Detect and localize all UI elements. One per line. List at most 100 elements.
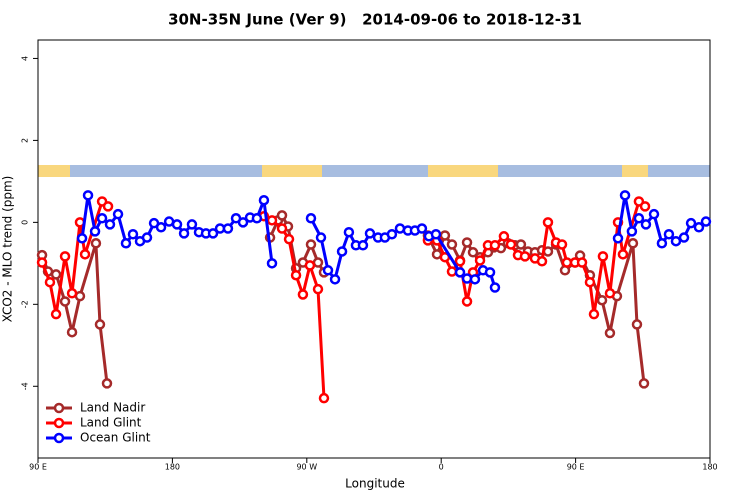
data-point	[364, 228, 376, 239]
legend-swatch-point	[53, 402, 65, 414]
data-point	[94, 319, 106, 330]
data-point	[141, 232, 153, 243]
data-point	[626, 226, 638, 237]
data-point	[556, 239, 568, 250]
x-tick-label: 90 E	[567, 463, 585, 472]
data-point	[576, 257, 588, 268]
data-point	[76, 233, 88, 244]
data-point	[461, 237, 473, 248]
data-point	[96, 213, 108, 224]
x-tick-label: 90 W	[296, 463, 317, 472]
x-axis-label: Longitude	[345, 477, 405, 491]
y-tick-label: 4	[21, 56, 30, 61]
data-point	[251, 213, 263, 224]
data-point	[178, 228, 190, 239]
data-point	[102, 201, 114, 212]
data-point	[155, 222, 167, 233]
data-point	[66, 326, 78, 338]
data-point	[315, 232, 327, 243]
data-point	[312, 283, 324, 295]
data-point	[617, 249, 629, 260]
data-point	[584, 276, 596, 288]
data-point	[329, 274, 341, 285]
data-point	[104, 219, 116, 230]
data-point	[604, 288, 616, 299]
series	[36, 196, 651, 404]
data-point	[536, 256, 548, 267]
data-point	[461, 296, 473, 307]
data-point	[266, 258, 278, 269]
data-point	[186, 219, 198, 230]
surface-strip	[38, 165, 710, 177]
data-point	[79, 249, 91, 260]
data-point	[59, 251, 71, 262]
data-point	[276, 210, 288, 221]
data-point	[386, 228, 398, 240]
data-point	[305, 213, 317, 224]
data-point	[82, 190, 94, 201]
data-point	[276, 223, 288, 234]
data-point	[663, 228, 675, 240]
data-point	[454, 267, 466, 278]
data-point	[297, 289, 309, 300]
data-point	[678, 232, 690, 243]
data-point	[489, 282, 501, 293]
data-point	[542, 217, 554, 228]
x-tick-label: 90 E	[29, 463, 47, 472]
x-tick-label: 0	[439, 463, 444, 472]
data-point	[112, 208, 124, 220]
data-point	[631, 319, 643, 330]
data-point	[127, 228, 139, 240]
data-point	[700, 216, 712, 227]
data-point	[89, 226, 101, 237]
x-tick-label: 180	[165, 463, 180, 472]
land-strip	[262, 165, 322, 177]
data-point	[454, 256, 466, 267]
legend-label: Land Nadir	[80, 401, 145, 415]
series	[76, 190, 712, 293]
data-point	[639, 201, 651, 212]
data-point	[561, 257, 573, 268]
data-point	[66, 288, 78, 299]
ocean-strip	[38, 165, 710, 177]
y-tick-label: 0	[21, 220, 30, 225]
land-strip	[428, 165, 498, 177]
legend-swatch-point	[53, 432, 65, 444]
legend-label: Land Glint	[80, 416, 142, 430]
chart-title: 30N-35N June (Ver 9) 2014-09-06 to 2018-…	[168, 11, 582, 29]
data-point	[439, 230, 451, 241]
data-point	[343, 226, 355, 238]
data-point	[237, 217, 249, 228]
data-point	[498, 231, 510, 242]
data-point	[627, 238, 639, 249]
data-point	[50, 269, 62, 280]
data-point	[474, 255, 486, 266]
data-point	[290, 269, 302, 281]
data-point	[283, 233, 295, 245]
data-point	[120, 238, 132, 249]
data-point	[469, 274, 481, 285]
data-point	[90, 238, 102, 249]
data-point	[336, 246, 348, 257]
y-axis-label: XCO2 - MLO trend (ppm)	[1, 176, 15, 323]
plot-frame	[37, 39, 711, 459]
data-point	[505, 239, 517, 250]
data-point	[357, 240, 369, 251]
land-strip	[622, 165, 648, 177]
y-tick-label: -4	[21, 382, 30, 390]
legend-swatch-point	[53, 417, 65, 429]
data-point	[638, 378, 650, 389]
data-point	[489, 240, 501, 251]
data-point	[266, 215, 278, 226]
data-point	[612, 233, 624, 244]
data-point	[619, 190, 631, 201]
data-point	[446, 239, 458, 250]
data-point	[430, 228, 442, 240]
data-point	[171, 219, 183, 230]
data-point	[59, 296, 71, 307]
legend-label: Ocean Glint	[80, 431, 151, 445]
data-point	[318, 392, 330, 404]
x-tick-label: 180	[702, 463, 717, 472]
